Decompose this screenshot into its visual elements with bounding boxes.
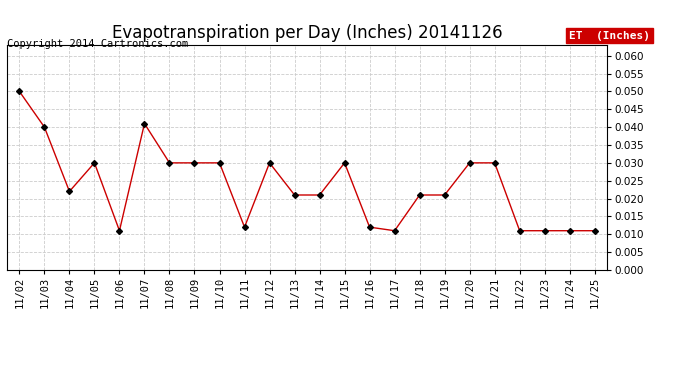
Text: Copyright 2014 Cartronics.com: Copyright 2014 Cartronics.com: [7, 39, 188, 50]
Title: Evapotranspiration per Day (Inches) 20141126: Evapotranspiration per Day (Inches) 2014…: [112, 24, 502, 42]
Text: ET  (Inches): ET (Inches): [569, 31, 650, 40]
